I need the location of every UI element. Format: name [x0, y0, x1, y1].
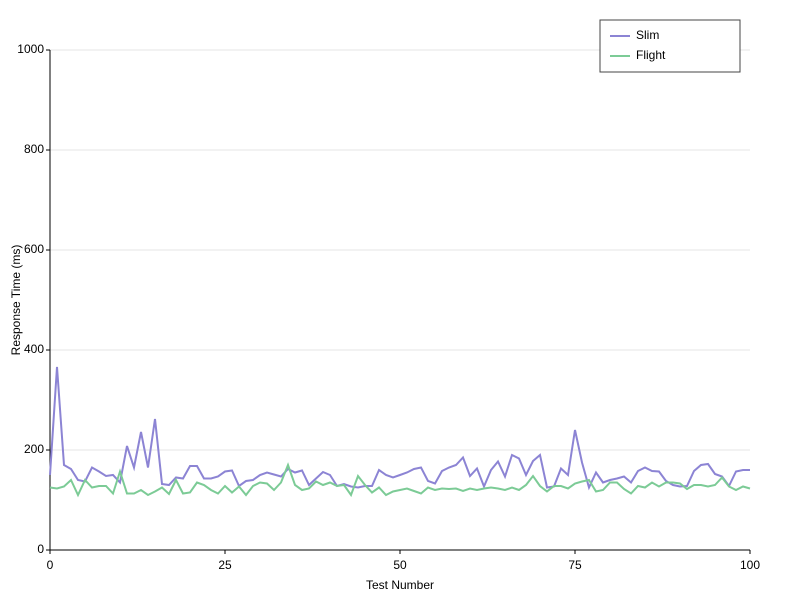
y-tick-label: 600: [24, 242, 44, 256]
x-tick-label: 75: [568, 558, 582, 572]
y-axis-label: Response Time (ms): [9, 245, 23, 356]
x-tick-label: 0: [47, 558, 54, 572]
legend-box: [599, 19, 741, 73]
x-tick-label: 50: [393, 558, 407, 572]
y-tick-label: 800: [24, 142, 44, 156]
y-tick-label: 200: [24, 442, 44, 456]
y-tick-label: 1000: [17, 42, 44, 56]
legend-label: Slim: [636, 28, 659, 42]
y-tick-label: 0: [37, 542, 44, 556]
x-tick-label: 100: [740, 558, 760, 572]
x-tick-label: 25: [218, 558, 232, 572]
series-line: [49, 462, 751, 498]
y-tick-label: 400: [24, 342, 44, 356]
series-line: [49, 366, 750, 491]
x-axis-label: Test Number: [366, 578, 434, 592]
legend-label: Flight: [636, 48, 666, 62]
